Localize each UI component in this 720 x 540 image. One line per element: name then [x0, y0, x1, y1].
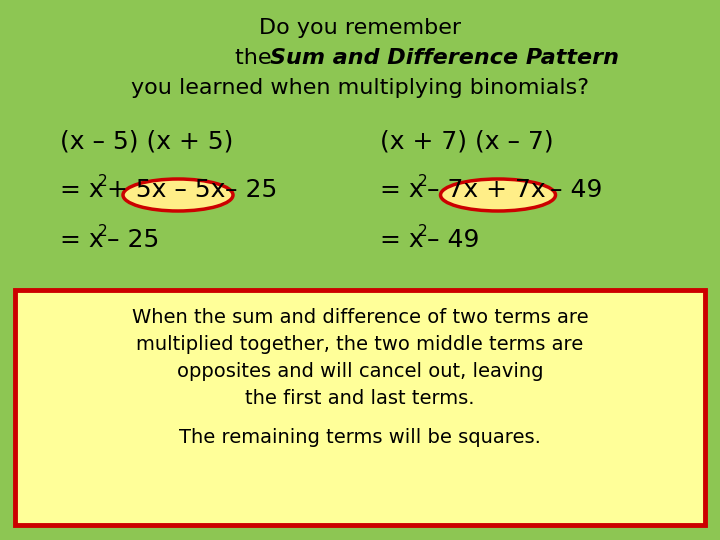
Text: = x: = x: [380, 228, 423, 252]
Text: – 25: – 25: [107, 228, 159, 252]
Text: Do you remember: Do you remember: [259, 18, 461, 38]
Text: 2: 2: [418, 174, 428, 189]
Text: the first and last terms.: the first and last terms.: [246, 389, 474, 408]
Text: (x + 7) (x – 7): (x + 7) (x – 7): [380, 130, 554, 154]
Text: – 7x + 7x: – 7x + 7x: [427, 178, 546, 202]
Ellipse shape: [441, 179, 556, 211]
Text: opposites and will cancel out, leaving: opposites and will cancel out, leaving: [176, 362, 544, 381]
Text: multiplied together, the two middle terms are: multiplied together, the two middle term…: [136, 335, 584, 354]
FancyBboxPatch shape: [15, 290, 705, 525]
Text: – 49: – 49: [427, 228, 480, 252]
Text: 2: 2: [98, 224, 107, 239]
Text: the: the: [235, 48, 279, 68]
Text: + 5x – 5x: + 5x – 5x: [107, 178, 225, 202]
Text: (x – 5) (x + 5): (x – 5) (x + 5): [60, 130, 233, 154]
Text: = x: = x: [60, 178, 104, 202]
Text: – 49: – 49: [550, 178, 603, 202]
Text: Sum and Difference Pattern: Sum and Difference Pattern: [270, 48, 619, 68]
Text: 2: 2: [98, 174, 107, 189]
Text: The remaining terms will be squares.: The remaining terms will be squares.: [179, 428, 541, 447]
Ellipse shape: [123, 179, 233, 211]
Text: 2: 2: [418, 224, 428, 239]
Text: = x: = x: [60, 228, 104, 252]
Text: When the sum and difference of two terms are: When the sum and difference of two terms…: [132, 308, 588, 327]
Text: you learned when multiplying binomials?: you learned when multiplying binomials?: [131, 78, 589, 98]
Text: = x: = x: [380, 178, 423, 202]
Text: – 25: – 25: [225, 178, 277, 202]
